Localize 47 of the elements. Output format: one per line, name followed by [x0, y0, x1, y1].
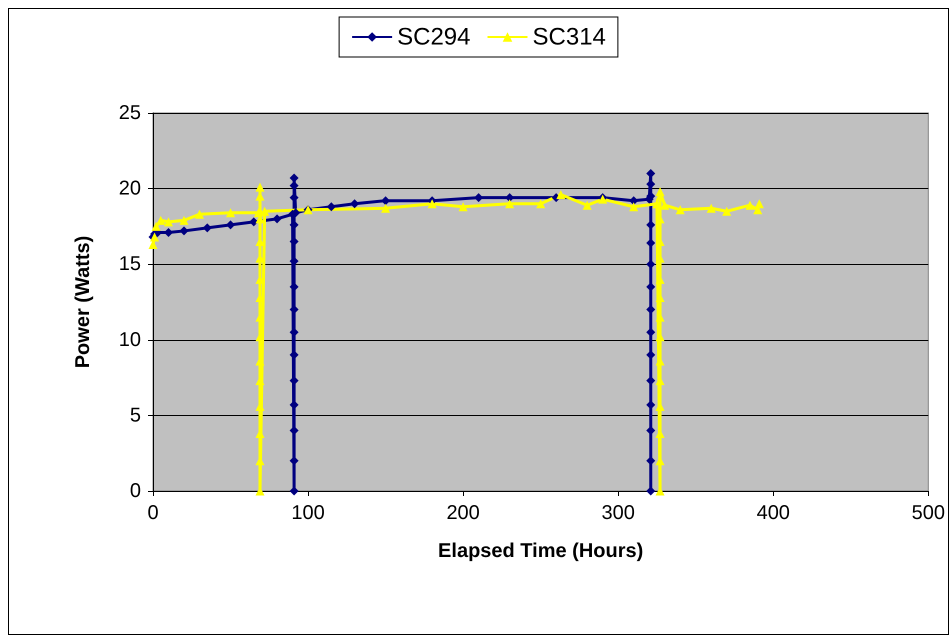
legend-label: SC314 — [532, 24, 606, 50]
y-tick-label: 5 — [130, 404, 141, 426]
point — [646, 486, 656, 496]
point — [754, 199, 764, 208]
point — [556, 190, 566, 200]
point — [582, 200, 592, 210]
point — [326, 202, 336, 212]
point — [350, 199, 360, 208]
point — [255, 182, 264, 192]
point — [272, 214, 282, 224]
y-tick-label: 0 — [130, 480, 141, 502]
y-axis-title: Power (Watts) — [72, 236, 94, 368]
x-tick-label: 0 — [147, 502, 159, 524]
x-axis-title: Elapsed Time (Hours) — [438, 540, 644, 562]
point — [505, 199, 514, 208]
point — [152, 222, 161, 231]
point — [195, 210, 204, 219]
x-tick-label: 400 — [756, 502, 790, 524]
point — [656, 187, 665, 196]
point — [745, 200, 754, 210]
point — [629, 196, 638, 206]
x-tick-label: 200 — [446, 502, 480, 524]
point — [646, 168, 656, 178]
y-tick-label: 25 — [118, 102, 141, 124]
point — [629, 202, 638, 212]
point — [706, 204, 716, 213]
point — [164, 217, 174, 226]
point — [536, 199, 546, 208]
point — [722, 206, 732, 216]
point — [180, 216, 189, 225]
x-tick-label: 300 — [602, 502, 635, 524]
y-tick-label: 10 — [118, 328, 141, 351]
legend-label: SC294 — [397, 24, 471, 50]
x-tick-label: 100 — [291, 502, 325, 524]
y-tick-label: 15 — [118, 253, 141, 276]
point — [226, 208, 236, 218]
point — [676, 205, 685, 214]
point — [180, 226, 189, 236]
point — [381, 204, 390, 213]
point — [226, 220, 236, 230]
y-tick-label: 20 — [118, 178, 141, 200]
point — [156, 216, 166, 225]
point — [202, 223, 212, 232]
point — [428, 199, 437, 208]
point — [458, 202, 468, 212]
point — [290, 486, 299, 496]
x-tick-label: 500 — [912, 502, 946, 524]
